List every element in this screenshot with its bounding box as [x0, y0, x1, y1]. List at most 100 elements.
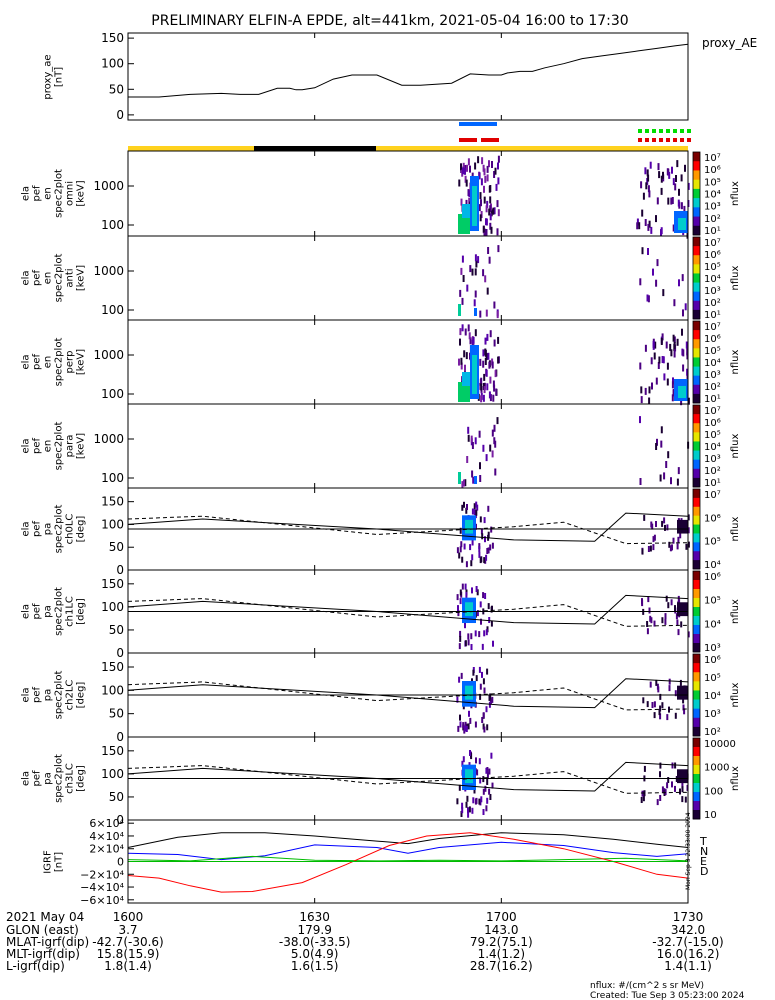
spectrogram-pixel [494, 167, 497, 175]
x-axis-row-label: MLT-igrf(dip) [6, 947, 80, 961]
spectrogram-pixel [681, 786, 684, 793]
spectrogram-pixel [664, 618, 667, 625]
spectrogram-pixel [685, 543, 688, 550]
spectrogram-pixel [456, 798, 459, 805]
spectrogram-pixel [485, 554, 488, 561]
colorbar-segment [693, 264, 700, 274]
colorbar-segment [693, 616, 700, 626]
spectrogram-pixel [668, 541, 671, 548]
science-dot-green [645, 129, 649, 133]
colorbar-segment [693, 810, 700, 820]
spectrogram-pixel [484, 358, 487, 365]
spectrogram-pixel [474, 721, 477, 728]
spectrogram-pixel [650, 226, 653, 234]
spectrogram-pixel [466, 284, 469, 292]
spectrogram-pixel [659, 713, 662, 720]
y-axis-label: pa [43, 523, 54, 535]
y-axis-label: en [43, 440, 54, 453]
spectrogram-pixel [659, 693, 662, 700]
spectrogram-pixel [467, 807, 469, 814]
spectrogram-pixel [464, 175, 467, 183]
spectrogram-flux-region [677, 769, 688, 784]
spectrogram-pixel [683, 205, 686, 213]
y-tick-label: 100 [101, 683, 124, 697]
science-dot-red [666, 138, 670, 142]
y-axis-label: ela [21, 604, 32, 619]
spectrogram-pixel [474, 290, 477, 298]
anti-loss-cone-line [127, 765, 689, 794]
colorbar-segment [693, 515, 700, 526]
spectrogram-pixel [479, 693, 482, 700]
spectrogram-pixel [485, 229, 488, 236]
spectrogram-pixel [659, 762, 662, 769]
spectrogram-pixel [674, 762, 677, 769]
igrf-legend-label: T [699, 835, 707, 848]
spectrogram-pixel [659, 771, 661, 778]
igrf-series-D [127, 832, 689, 893]
x-tick-label: 1600 [113, 910, 144, 924]
y-axis-label: en [43, 187, 54, 200]
spectrogram-pixel [481, 717, 484, 723]
spectrogram-pixel [467, 158, 470, 166]
spectrogram-pixel [678, 279, 680, 287]
panel-spectrogram: 150 100 50 0 10⁶ 10⁵ 10⁴ 10³ nflux ela pef pa spec2p… [21, 569, 741, 660]
y-axis-label: pa [43, 605, 54, 617]
spectrogram-pixel [679, 532, 682, 539]
spectrogram-pixel [475, 757, 477, 764]
colorbar-tick-label: 10⁷ [704, 406, 721, 417]
colorbar-frame [692, 151, 701, 236]
spectrogram-pixel [680, 202, 683, 210]
colorbar-segment [693, 207, 700, 218]
colorbar-segment [693, 161, 700, 171]
colorbar-tick-label: 10⁶ [704, 513, 721, 524]
spectrogram-pixel [670, 349, 673, 357]
colorbar-tick-label: 10⁷ [704, 322, 721, 333]
y-axis-label: ch2LC [65, 680, 76, 711]
spectrogram-pixel [469, 265, 472, 273]
spectrogram-pixel [650, 357, 653, 365]
spectrogram-pixel [478, 798, 481, 805]
spectrogram-pixel [463, 543, 466, 550]
spectrogram-pixel [468, 190, 471, 198]
spectrogram-flux-region [474, 476, 477, 484]
colorbar-tick-label: 100 [704, 786, 723, 797]
spectrogram-pixel [652, 536, 655, 543]
spectrogram-pixel [488, 160, 490, 168]
y-axis-label: [keV] [76, 349, 87, 375]
colorbar-segment [693, 607, 700, 617]
spectrogram-pixel [462, 275, 465, 282]
spectrogram-pixel [638, 222, 641, 230]
spectrogram-pixel [461, 297, 464, 305]
spectrogram-pixel [475, 797, 478, 804]
spectrogram-pixel [480, 796, 483, 803]
y-axis-label: perp [65, 351, 76, 374]
spectrogram-pixel [685, 341, 688, 349]
spectrogram-pixel [653, 534, 656, 541]
spectrogram-pixel [465, 726, 468, 732]
spectrogram-pixel [489, 213, 492, 221]
spectrogram-pixel [475, 586, 478, 592]
spectrogram-pixel [480, 383, 483, 391]
y-tick-label: 100 [101, 303, 124, 317]
colorbar-tick-label: 10⁶ [704, 250, 721, 261]
spectrogram-pixel [656, 197, 659, 205]
spectrogram-pixel [461, 504, 464, 511]
colorbar-label: nflux [730, 265, 741, 290]
spectrogram-pixel [461, 807, 464, 814]
spectrogram-pixel [464, 640, 467, 647]
colorbar-tick-label: 10³ [704, 709, 721, 720]
spectrogram-pixel [656, 799, 659, 806]
y-tick-label: 0 [116, 730, 124, 744]
spectrogram-pixel [666, 378, 669, 386]
spectrogram-pixel [676, 160, 679, 168]
spectrogram-pixel [471, 587, 473, 594]
spectrogram-pixel [492, 640, 494, 647]
spectrogram-pixel [679, 788, 681, 795]
spectrogram-pixel [647, 174, 650, 182]
x-tick-label: 1700 [486, 910, 517, 924]
spectrogram-pixel [653, 352, 656, 360]
colorbar-segment [693, 152, 700, 162]
spectrogram-pixel [674, 712, 677, 719]
colorbar-segment [693, 774, 700, 784]
colorbar-segment [693, 366, 700, 377]
